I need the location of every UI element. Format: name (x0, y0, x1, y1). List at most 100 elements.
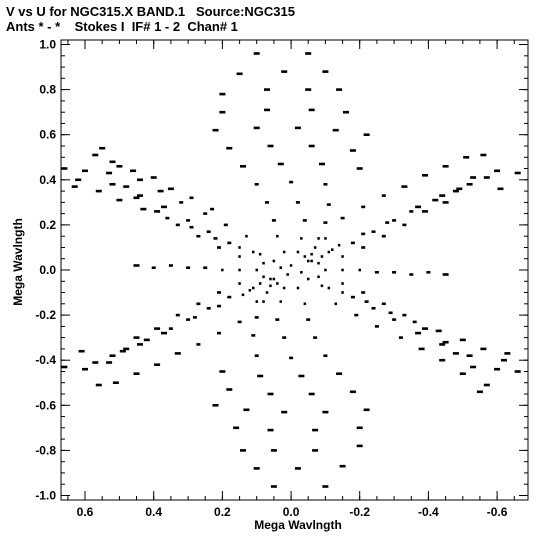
uv-point (501, 358, 507, 362)
uv-point (196, 302, 201, 306)
uv-point (221, 268, 224, 272)
uv-point (332, 128, 339, 132)
y-tick-label: 1.0 (39, 38, 56, 52)
uv-point (61, 365, 68, 369)
uv-point (282, 336, 287, 339)
uv-point (289, 356, 294, 360)
uv-point (137, 178, 143, 182)
uv-point (358, 268, 361, 272)
y-tick-label: 0.4 (39, 173, 56, 187)
uv-point (92, 361, 99, 364)
uv-point (143, 338, 150, 342)
uv-point (435, 329, 442, 333)
uv-point (217, 331, 221, 335)
uv-point (238, 268, 241, 272)
uv-point (133, 336, 140, 339)
uv-point (361, 232, 366, 236)
uv-point (415, 331, 422, 335)
uv-point (267, 392, 274, 396)
uv-point (341, 282, 344, 285)
uv-point (364, 300, 369, 303)
uv-point (219, 370, 226, 373)
uv-point (217, 291, 221, 294)
uv-point (140, 207, 147, 211)
uv-point (276, 282, 279, 285)
uv-point (422, 327, 428, 330)
y-tick-label: 0.2 (39, 218, 56, 232)
uv-point (363, 408, 370, 412)
uv-point (349, 390, 356, 394)
uv-point (459, 338, 466, 342)
uv-point (317, 237, 320, 240)
uv-point (323, 221, 328, 224)
axis-tick-labels: 0.6 0.4 0.2 0.0 -0.2 -0.4 -0.6 1.0 0.8 0.6 0.4 0.2 0… (35, 38, 507, 520)
uv-point (116, 198, 123, 202)
y-axis-label: Mega Wavlngth (11, 218, 25, 306)
uv-point (106, 361, 113, 364)
uv-point (341, 255, 344, 258)
uv-point (206, 230, 211, 233)
uv-point (154, 210, 161, 213)
uv-point (350, 241, 355, 245)
uv-point (476, 390, 483, 394)
uv-point (320, 255, 324, 258)
uv-point (252, 250, 255, 254)
uv-point (300, 271, 303, 274)
uv-point (402, 223, 407, 227)
uv-point (340, 216, 345, 220)
uv-point (289, 180, 294, 184)
uv-point (233, 426, 240, 430)
uv-point (116, 165, 123, 168)
uv-point (281, 70, 288, 73)
uv-point (398, 336, 403, 339)
uv-point (300, 237, 303, 240)
uv-point (463, 156, 470, 159)
y-tick-label: 0.6 (39, 128, 56, 142)
uv-point (161, 205, 167, 209)
uv-point (275, 318, 280, 321)
uv-point (270, 449, 277, 452)
uv-point (327, 250, 331, 254)
uv-point (236, 72, 243, 76)
uv-point (317, 261, 320, 265)
uv-point (312, 428, 319, 432)
uv-point (251, 334, 256, 337)
uv-point (422, 174, 428, 177)
uv-point (227, 295, 232, 299)
uv-point (310, 252, 313, 256)
uv-point (78, 349, 85, 353)
uv-point (494, 169, 501, 173)
uv-point (277, 162, 284, 166)
uv-point (339, 464, 346, 468)
plot-frame (60, 39, 529, 501)
uv-point (298, 374, 305, 378)
uv-point (294, 126, 301, 130)
uv-point (361, 246, 366, 249)
uv-point (324, 237, 327, 240)
uv-point (213, 237, 218, 240)
uv-point (109, 160, 116, 164)
uv-point (363, 133, 370, 136)
uv-point (294, 467, 301, 470)
uv-point (203, 212, 208, 215)
uv-point (175, 223, 180, 227)
x-tick-label: -0.6 (487, 505, 508, 519)
uv-point (168, 327, 173, 330)
uv-point (267, 428, 274, 432)
uv-point (165, 216, 170, 220)
x-axis-label: Mega Wavlngth (254, 518, 342, 532)
uv-point (223, 223, 228, 227)
uv-point (267, 144, 274, 148)
uv-point (497, 187, 504, 191)
uv-point (282, 286, 286, 290)
uv-point (179, 201, 184, 204)
uv-point (99, 146, 106, 150)
uv-point (123, 185, 130, 188)
uv-point (258, 282, 262, 285)
uv-point (350, 295, 355, 299)
uv-point (392, 318, 397, 321)
x-tick-label: 0.6 (77, 505, 94, 519)
uv-point (219, 92, 226, 96)
y-tick-label: -0.4 (35, 353, 56, 367)
uv-point (240, 449, 246, 452)
